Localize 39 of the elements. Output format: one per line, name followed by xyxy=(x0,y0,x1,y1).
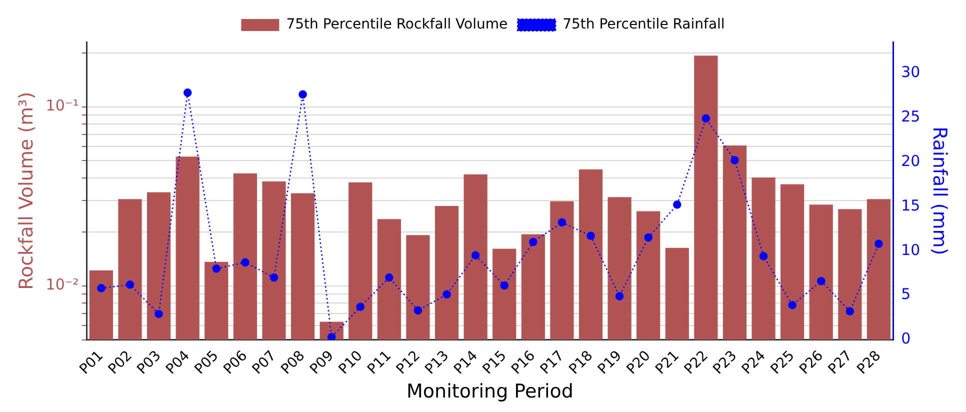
y2-tick-label: 15 xyxy=(901,196,920,214)
x-tick-label: P04 xyxy=(163,348,194,378)
x-tick-label: P24 xyxy=(739,348,769,378)
x-tick-label: P20 xyxy=(624,348,654,378)
y2-tick-label: 5 xyxy=(901,285,911,304)
x-tick-label: P10 xyxy=(336,348,366,378)
x-tick-label: P15 xyxy=(480,348,510,378)
y2-tick-label: 25 xyxy=(901,107,920,126)
x-tick-label: P02 xyxy=(106,348,136,378)
y2-tick-label: 30 xyxy=(901,63,920,81)
x-axis-title: Monitoring Period xyxy=(406,380,574,403)
y-tick-label: 10⁻² xyxy=(46,276,79,294)
x-tick-label: P16 xyxy=(508,348,539,378)
x-tick-label: P21 xyxy=(652,348,683,378)
y-axis-title: Rockfall Volume (m³) xyxy=(15,92,38,290)
x-tick-label: P19 xyxy=(595,348,625,378)
x-tick-label: P05 xyxy=(192,348,222,378)
y2-axis-title: Rainfall (mm) xyxy=(928,126,951,256)
y2-tick-label: 20 xyxy=(901,152,920,170)
legend-label: 75th Percentile Rockfall Volume xyxy=(286,16,508,33)
x-tick-label: P01 xyxy=(76,348,107,378)
x-tick-label: P08 xyxy=(278,348,308,378)
x-tick-label: P18 xyxy=(566,348,596,378)
x-tick-label: P06 xyxy=(220,348,251,378)
x-tick-label: P14 xyxy=(451,348,482,378)
y2-tick-label: 0 xyxy=(901,330,911,348)
x-tick-label: P03 xyxy=(134,348,164,378)
x-tick-label: P25 xyxy=(768,348,798,378)
y-tick-label: 10⁻¹ xyxy=(46,96,79,115)
x-tick-label: P11 xyxy=(364,348,395,378)
x-tick-label: P23 xyxy=(710,348,740,378)
x-tick-label: P26 xyxy=(796,348,827,378)
x-tick-label: P12 xyxy=(393,348,424,378)
x-tick-label: P09 xyxy=(307,348,337,378)
x-tick-label: P28 xyxy=(854,348,884,378)
y2-tick-label: 10 xyxy=(901,240,920,259)
x-tick-label: P22 xyxy=(681,348,712,378)
x-tick-label: P13 xyxy=(422,348,452,378)
legend-label: 75th Percentile Rainfall xyxy=(562,16,725,33)
